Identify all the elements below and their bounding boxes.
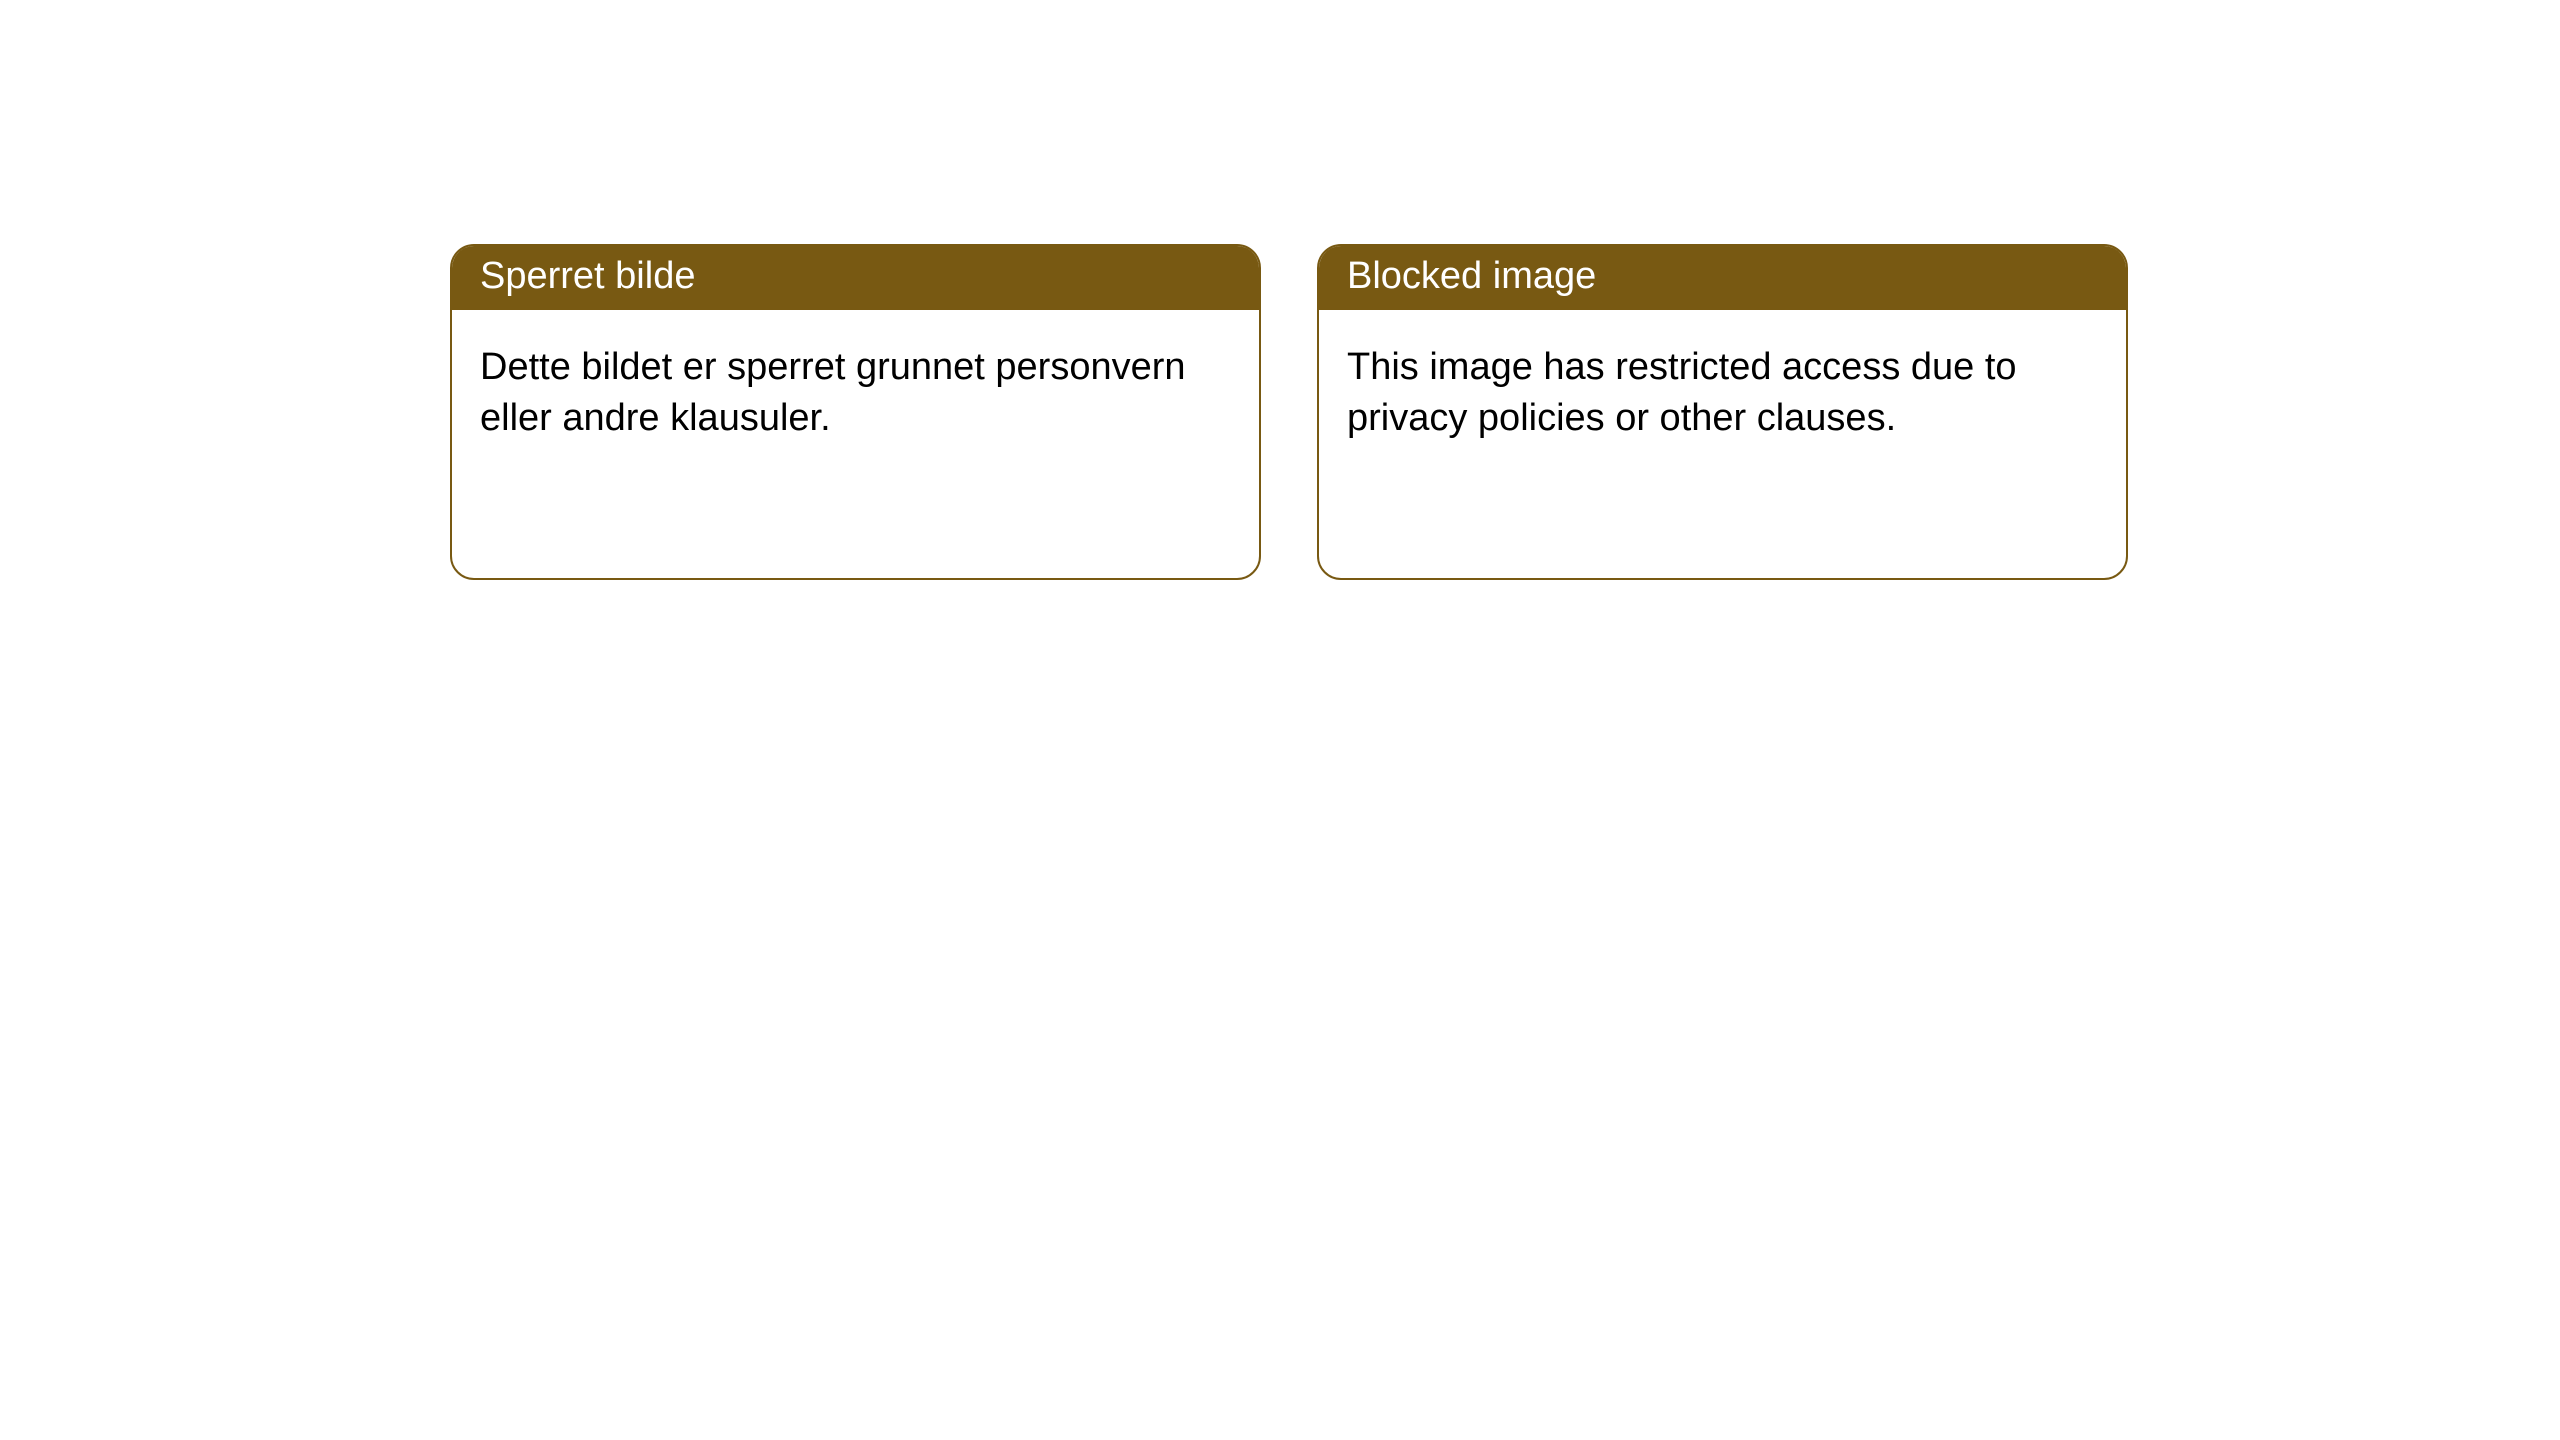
- notice-title: Sperret bilde: [452, 246, 1259, 310]
- notice-body: This image has restricted access due to …: [1319, 310, 2126, 477]
- notice-box-english: Blocked image This image has restricted …: [1317, 244, 2128, 580]
- notice-container: Sperret bilde Dette bildet er sperret gr…: [450, 244, 2128, 580]
- notice-body: Dette bildet er sperret grunnet personve…: [452, 310, 1259, 477]
- notice-box-norwegian: Sperret bilde Dette bildet er sperret gr…: [450, 244, 1261, 580]
- notice-title: Blocked image: [1319, 246, 2126, 310]
